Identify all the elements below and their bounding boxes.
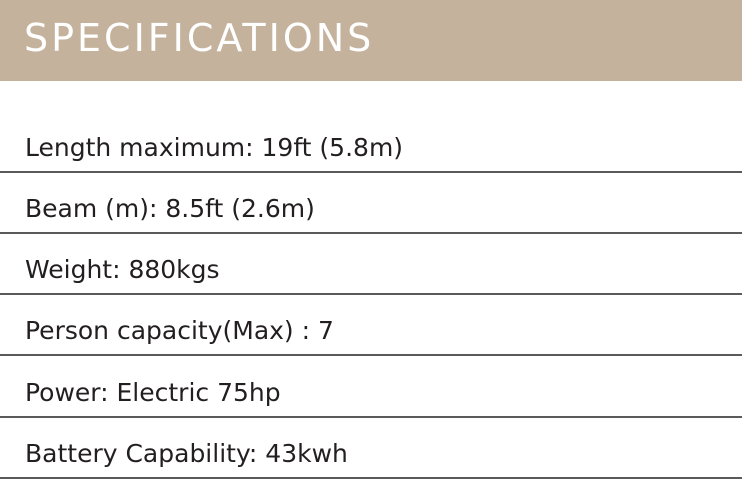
spec-battery-text: Battery Capability: 43kwh — [25, 439, 348, 468]
divider-line — [0, 477, 742, 479]
divider-line — [0, 293, 742, 295]
divider-line — [0, 354, 742, 356]
spec-row-weight: Weight: 880kgs — [0, 237, 742, 295]
spec-power-text: Power: Electric 75hp — [25, 378, 281, 407]
spec-row-capacity: Person capacity(Max) : 7 — [0, 298, 742, 356]
spec-length-text: Length maximum: 19ft (5.8m) — [25, 133, 404, 162]
spec-row-power: Power: Electric 75hp — [0, 360, 742, 418]
divider-line — [0, 416, 742, 418]
spec-row-battery: Battery Capability: 43kwh — [0, 421, 742, 479]
spec-row-length: Length maximum: 19ft (5.8m) — [0, 115, 742, 173]
spec-beam-text: Beam (m): 8.5ft (2.6m) — [25, 194, 315, 223]
spec-capacity-text: Person capacity(Max) : 7 — [25, 316, 334, 345]
page-title: SPECIFICATIONS — [24, 16, 375, 60]
specifications-header: SPECIFICATIONS — [0, 0, 742, 81]
divider-line — [0, 171, 742, 173]
divider-line — [0, 232, 742, 234]
spec-weight-text: Weight: 880kgs — [25, 255, 220, 284]
spec-row-beam: Beam (m): 8.5ft (2.6m) — [0, 176, 742, 234]
